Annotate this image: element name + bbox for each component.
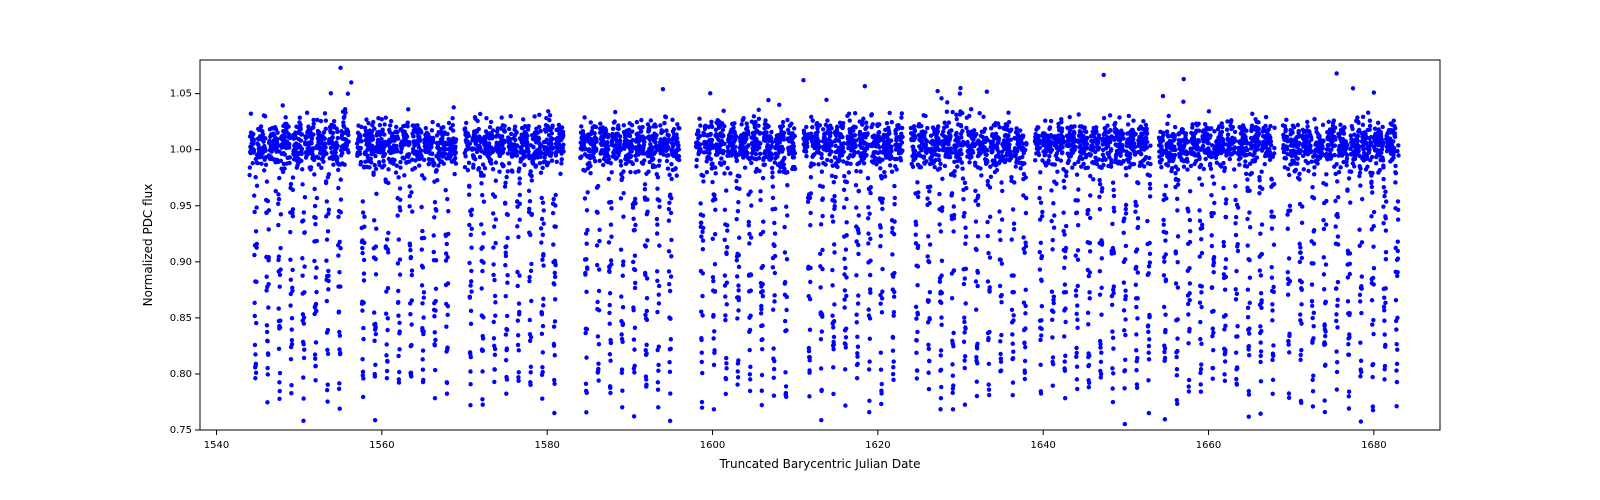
y-axis-label: Normalized PDC flux (141, 184, 155, 307)
light-curve-chart: 154015601580160016201640166016800.750.80… (0, 0, 1600, 500)
x-axis-label: Truncated Barycentric Julian Date (718, 457, 920, 471)
chart-container: 154015601580160016201640166016800.750.80… (0, 0, 1600, 500)
